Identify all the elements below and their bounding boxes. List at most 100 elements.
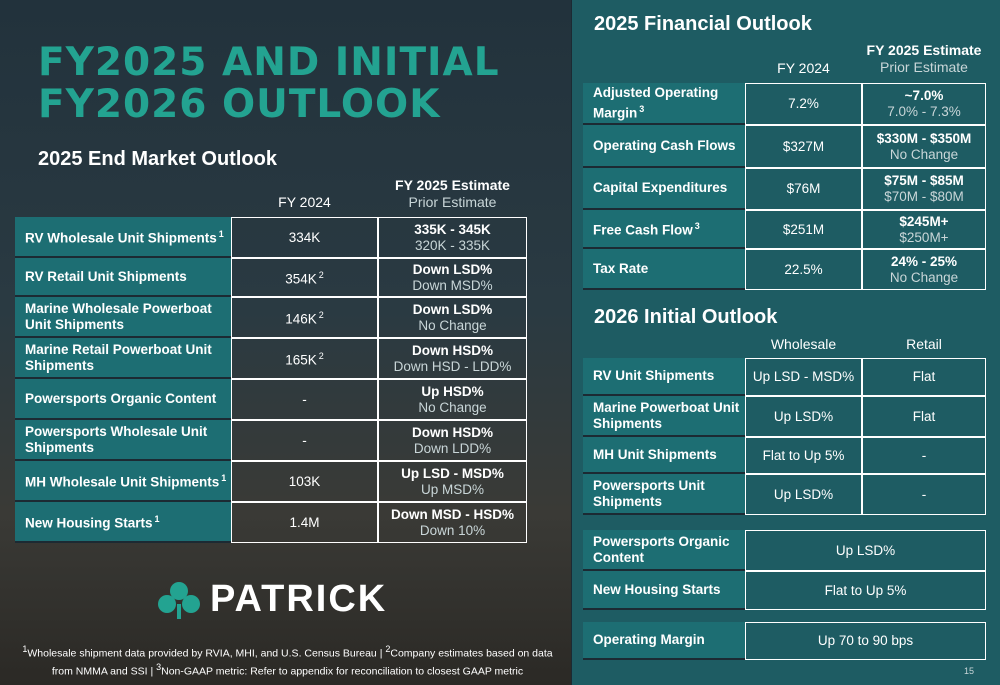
row-label-text: RV Unit Shipments: [593, 368, 714, 384]
label-text: Adjusted Operating Margin: [593, 84, 719, 121]
value-cell: 146K 2: [231, 297, 378, 338]
prior-estimate: 7.0% - 7.3%: [887, 104, 961, 119]
superscript: 2: [318, 310, 324, 321]
label-text: Operating Margin: [593, 632, 705, 647]
estimate-cell: Down MSD - HSD% Down 10%: [378, 502, 527, 543]
value-text: 354K: [285, 271, 317, 287]
row-label-text: Powersports Unit Shipments: [593, 478, 745, 510]
row-label: RV Wholesale Unit Shipments 1: [15, 217, 231, 258]
label-text: Operating Cash Flows: [593, 137, 736, 153]
value-cell: $327M: [745, 125, 862, 168]
section-title: 2025 Financial Outlook: [594, 13, 812, 35]
superscript: 1: [218, 229, 224, 240]
prior-estimate: No Change: [889, 269, 959, 285]
label-text: New Housing Starts: [593, 581, 721, 597]
value-text: 334K: [288, 229, 321, 245]
value-cell: 22.5%: [745, 249, 862, 290]
row-label-text: Adjusted Operating Margin 3: [593, 85, 745, 122]
row-label-text: MH Unit Shipments: [593, 447, 717, 463]
row-label-text: MH Wholesale Unit Shipments 1: [25, 470, 226, 491]
superscript: 2: [318, 270, 324, 281]
label-text: Powersports Organic Content: [593, 533, 730, 565]
value-cell: 334K: [231, 217, 378, 258]
value-text: -: [302, 432, 307, 448]
wholesale-cell: Up LSD%: [745, 474, 862, 515]
estimate: Down MSD - HSD%: [391, 506, 514, 522]
section-title: 2026 Initial Outlook: [594, 306, 778, 328]
value-cell: 103K: [231, 461, 378, 502]
estimate-cell: $75M - $85M $70M - $80M: [862, 168, 986, 210]
estimate: 335K - 345K: [414, 221, 491, 237]
estimate: $245M+: [899, 213, 949, 229]
value-cell: 1.4M: [231, 502, 378, 543]
column-header: Prior Estimate: [880, 59, 968, 75]
estimate: Up LSD - MSD%: [401, 465, 504, 481]
prior-estimate: 320K - 335K: [414, 237, 491, 253]
merged-cell: Up 70 to 90 bps: [745, 622, 986, 660]
row-label: Powersports Organic Content: [583, 530, 745, 571]
estimate: $75M - $85M: [884, 173, 964, 188]
value-cell: -: [231, 420, 378, 461]
prior-estimate: No Change: [889, 146, 959, 162]
wholesale-cell: Flat to Up 5%: [745, 437, 862, 474]
retail-cell: -: [862, 474, 986, 515]
value-text: $327M: [782, 138, 825, 154]
footnote-text: Wholesale shipment data provided by RVIA…: [27, 647, 386, 660]
column-header: Prior Estimate: [408, 194, 497, 210]
estimate: Down LSD%: [412, 261, 493, 277]
row-label: Marine Powerboat Unit Shipments: [583, 396, 745, 437]
estimate: $330M - $350M: [876, 130, 972, 146]
row-label-text: Free Cash Flow 3: [593, 218, 700, 239]
row-label: Tax Rate: [583, 249, 745, 290]
superscript: 1: [154, 514, 160, 525]
label-text: Powersports Wholesale Unit Shipments: [25, 423, 208, 455]
wholesale-cell: Up LSD - MSD%: [745, 358, 862, 396]
prior-estimate: No Change: [418, 399, 487, 415]
label-text: MH Unit Shipments: [593, 446, 717, 462]
column-header: FY 2025 Estimate: [395, 177, 510, 193]
value-cell: $76M: [745, 168, 862, 210]
label-text: Powersports Unit Shipments: [593, 477, 705, 509]
label-text: MH Wholesale Unit Shipments: [25, 474, 220, 490]
estimate-cell: Up HSD% No Change: [378, 379, 527, 420]
value-text: 103K: [288, 473, 321, 489]
superscript: 3: [694, 221, 700, 232]
page-number: 15: [964, 666, 975, 676]
row-label-text: Tax Rate: [593, 261, 648, 277]
estimate-cell: $245M+ $250M+: [862, 210, 986, 249]
merged-cell: Up LSD%: [745, 530, 986, 571]
label-text: Marine Wholesale Powerboat Unit Shipment…: [25, 300, 212, 332]
row-label: Operating Cash Flows: [583, 125, 745, 168]
row-label: Operating Margin: [583, 622, 745, 660]
row-label: Marine Wholesale Powerboat Unit Shipment…: [15, 297, 231, 338]
logo-text: PATRICK: [210, 578, 388, 620]
value-text: -: [302, 391, 307, 407]
value-cell: -: [231, 379, 378, 420]
slide-title: FY2025 AND INITIAL: [38, 40, 500, 85]
estimate-cell: Down LSD% Down MSD%: [378, 258, 527, 297]
estimate: 24% - 25%: [890, 253, 958, 269]
value: $251M: [783, 222, 824, 238]
row-label: MH Unit Shipments: [583, 437, 745, 474]
row-label-text: RV Wholesale Unit Shipments 1: [25, 226, 224, 247]
value-cell: $251M: [745, 210, 862, 249]
footnote-text: Non-GAAP metric: Refer to appendix for r…: [161, 665, 524, 677]
merged-cell: Flat to Up 5%: [745, 571, 986, 610]
superscript: 2: [318, 351, 324, 362]
value: -: [302, 392, 307, 408]
row-label: New Housing Starts 1: [15, 502, 231, 543]
estimate-cell: ~7.0% 7.0% - 7.3%: [862, 83, 986, 125]
row-label: MH Wholesale Unit Shipments 1: [15, 461, 231, 502]
estimate-cell: Down LSD% No Change: [378, 297, 527, 338]
estimate-cell: $330M - $350M No Change: [862, 125, 986, 168]
label-text: Powersports Organic Content: [25, 390, 217, 406]
label-text: Marine Powerboat Unit Shipments: [593, 399, 740, 431]
value: 22.5%: [784, 262, 822, 278]
label-text: Marine Retail Powerboat Unit Shipments: [25, 341, 212, 373]
value-cell: 354K 2: [231, 258, 378, 297]
row-label-text: Powersports Wholesale Unit Shipments: [25, 424, 231, 456]
estimate-cell: 335K - 345K 320K - 335K: [378, 217, 527, 258]
row-label: RV Retail Unit Shipments: [15, 258, 231, 297]
prior-estimate: No Change: [418, 317, 487, 333]
